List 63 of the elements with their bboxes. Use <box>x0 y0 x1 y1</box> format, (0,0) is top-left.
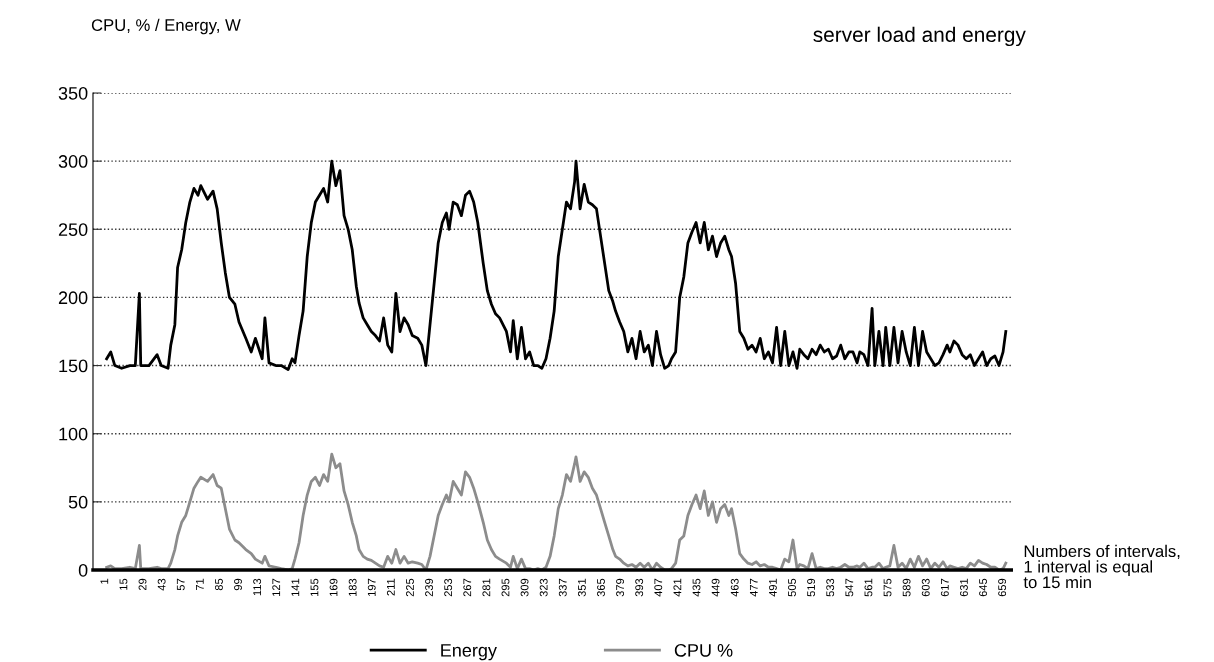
x-tick-label: 239 <box>425 578 433 597</box>
x-tick-label: 477 <box>749 578 758 597</box>
x-tick-label: 533 <box>826 578 835 597</box>
x-tick-label: 71 <box>196 578 204 591</box>
x-tick-label: 281 <box>482 578 491 597</box>
x-tick-label: 575 <box>883 578 892 597</box>
x-tick-label: 435 <box>692 578 701 597</box>
x-tick-label: 267 <box>463 578 472 597</box>
x-tick-label: 141 <box>291 578 300 596</box>
x-tick-label: 85 <box>215 578 223 591</box>
x-tick-label: 113 <box>253 578 262 596</box>
x-tick-label: 379 <box>616 578 625 597</box>
x-tick-label: 645 <box>979 578 987 597</box>
x-tick-label: 407 <box>654 578 663 597</box>
x-tick-label: 127 <box>272 578 281 596</box>
y-tick-label: 150 <box>59 359 88 373</box>
y-tick-label: 100 <box>59 427 88 441</box>
y-tick-label: 200 <box>58 291 88 305</box>
x-tick-label: 309 <box>520 578 529 597</box>
y-tick-label: 350 <box>58 86 88 100</box>
x-tick-label: 365 <box>597 578 605 597</box>
x-tick-label: 155 <box>310 578 319 596</box>
x-tick-label: 295 <box>501 578 510 597</box>
x-tick-label: 547 <box>845 578 854 597</box>
x-tick-label: 29 <box>138 578 147 591</box>
x-tick-label: 225 <box>406 578 414 597</box>
y-tick-label: 250 <box>58 223 88 237</box>
x-tick-label: 43 <box>157 578 166 591</box>
y-tick-label: 300 <box>58 155 88 168</box>
x-tick-label: 323 <box>539 578 548 597</box>
x-tick-label: 561 <box>864 578 873 597</box>
x-tick-label: 659 <box>998 578 1007 597</box>
x-tick-label: 253 <box>444 578 453 597</box>
x-axis-title: Numbers of intervals, 1 interval is equal to 15 min <box>1023 544 1180 589</box>
x-tick-label: 15 <box>119 578 128 590</box>
x-tick-label: 211 <box>386 578 395 596</box>
x-tick-label: 631 <box>959 578 968 597</box>
x-tick-label: 617 <box>940 578 949 597</box>
x-tick-label: 337 <box>558 578 567 597</box>
y-axis-title: CPU, % / Energy, W <box>91 18 241 35</box>
line-series <box>105 452 1008 570</box>
chart-title: server load and energy <box>813 26 1026 47</box>
x-tick-label: 169 <box>329 578 338 596</box>
x-tick-label: 99 <box>234 578 242 591</box>
x-tick-label: 197 <box>367 578 376 596</box>
x-tick-label: 183 <box>348 578 357 596</box>
x-tick-label: 421 <box>673 578 682 597</box>
y-tick-label: 0 <box>78 563 88 577</box>
x-tick-label: 505 <box>788 578 796 597</box>
x-tick-label: 449 <box>711 578 720 597</box>
x-tick-label: 463 <box>730 578 739 597</box>
x-tick-label: 603 <box>921 578 930 597</box>
legend-label: CPU % <box>674 643 733 657</box>
x-tick-label: 589 <box>902 578 911 597</box>
line-series <box>105 159 1008 372</box>
x-tick-label: 57 <box>176 578 185 591</box>
x-tick-label: 351 <box>577 578 586 597</box>
x-tick-label: 491 <box>768 578 777 597</box>
x-tick-label: 1 <box>100 578 109 584</box>
x-tick-label: 393 <box>635 578 644 597</box>
y-tick-label: 50 <box>68 495 88 509</box>
x-tick-label: 519 <box>807 578 816 597</box>
legend-label: Energy <box>441 644 497 661</box>
